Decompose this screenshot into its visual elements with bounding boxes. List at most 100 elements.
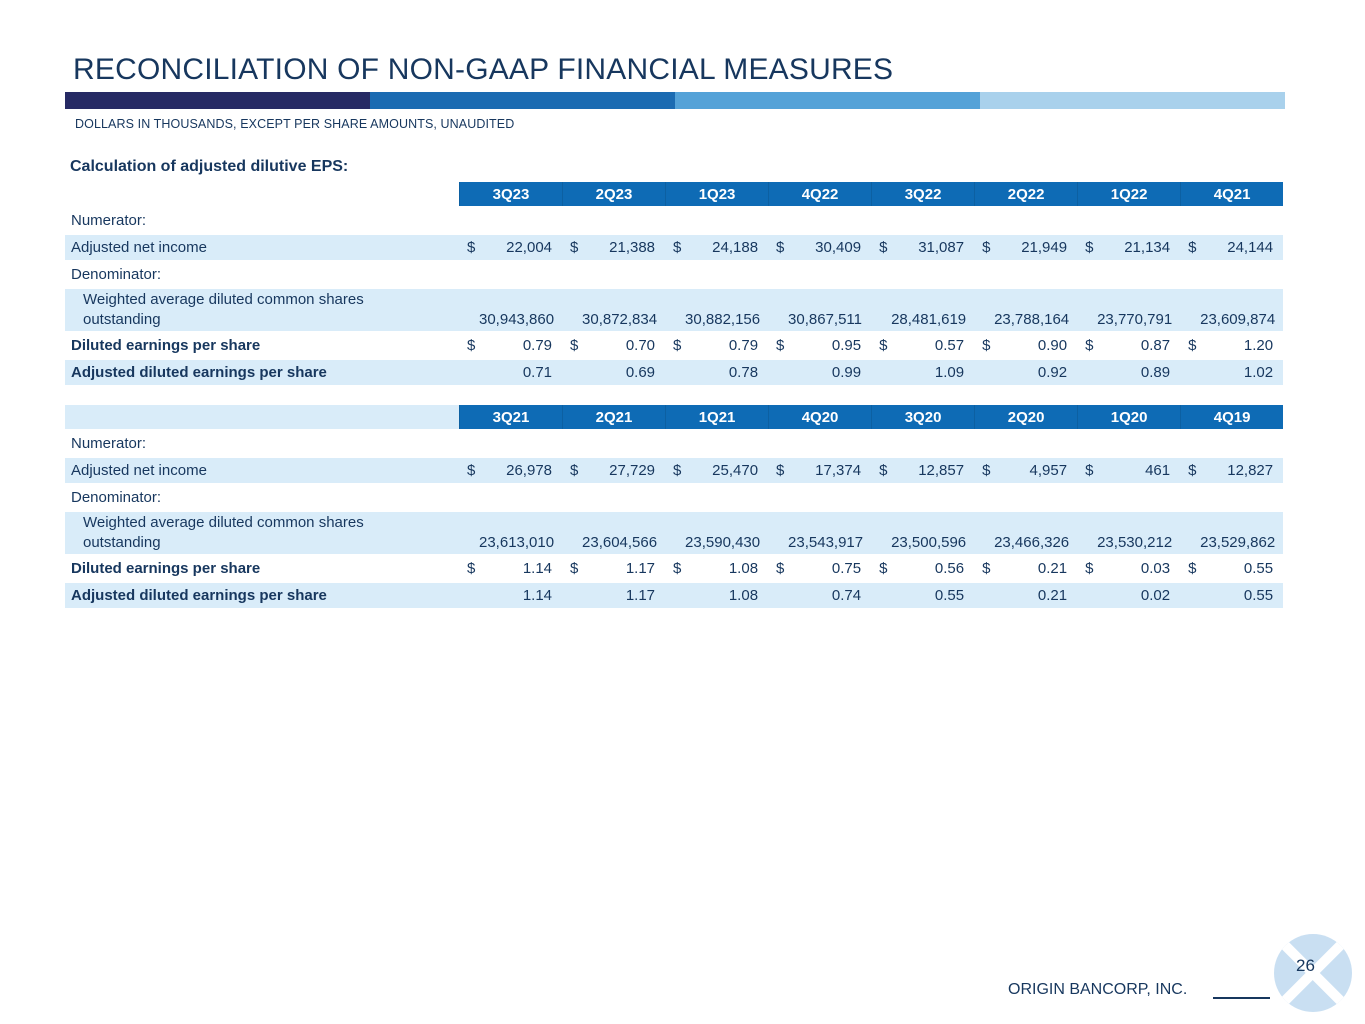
cell-value: 23,466,326 xyxy=(994,512,1078,554)
page-number: 26 xyxy=(1296,956,1315,975)
quarter-header: 2Q22 xyxy=(974,182,1078,206)
accent-bar-segment xyxy=(980,92,1285,109)
dollar-sign: $ xyxy=(459,556,479,581)
dollar-sign: $ xyxy=(459,235,479,260)
dollar-sign xyxy=(1180,512,1201,554)
dollar-sign: $ xyxy=(768,235,789,260)
quarter-header: 3Q20 xyxy=(871,405,975,429)
dollar-sign: $ xyxy=(974,333,995,358)
row-label: Adjusted net income xyxy=(65,458,459,483)
cell-value: 21,388 xyxy=(582,235,666,260)
cell-value: 31,087 xyxy=(891,235,975,260)
cell-value: 25,470 xyxy=(685,458,769,483)
quarter-header: 1Q23 xyxy=(665,182,769,206)
cell-value: 23,530,212 xyxy=(1097,512,1181,554)
dollar-sign: $ xyxy=(974,458,995,483)
table-row: Adjusted net income $22,004 $21,388 $24,188… xyxy=(65,235,1284,260)
quarter-header: 4Q22 xyxy=(768,182,872,206)
cell-value: 461 xyxy=(1097,458,1181,483)
table-row: Denominator: xyxy=(65,262,1284,287)
cell-value: 1.14 xyxy=(479,556,563,581)
dollar-sign: $ xyxy=(665,235,686,260)
dollar-sign xyxy=(562,360,583,385)
dollar-sign xyxy=(974,360,995,385)
dollar-sign xyxy=(768,583,789,608)
slide-title: RECONCILIATION OF NON-GAAP FINANCIAL MEA… xyxy=(73,53,894,86)
cell-value: 1.08 xyxy=(685,583,769,608)
cell-value: 1.14 xyxy=(479,583,563,608)
cell-value: 1.17 xyxy=(582,583,666,608)
dollar-sign xyxy=(1077,583,1098,608)
cell-value: 30,943,860 xyxy=(479,289,563,331)
quarter-header: 2Q20 xyxy=(974,405,1078,429)
dollar-sign: $ xyxy=(1077,333,1098,358)
dollar-sign: $ xyxy=(1077,556,1098,581)
dollar-sign xyxy=(459,583,479,608)
dollar-sign xyxy=(1180,289,1201,331)
accent-bar xyxy=(65,92,1285,109)
table-header-row: 3Q21 2Q21 1Q21 4Q20 3Q20 2Q20 1Q20 4Q19 xyxy=(65,405,1284,429)
header-left-spacer xyxy=(65,182,459,206)
cell-value: 23,770,791 xyxy=(1097,289,1181,331)
dollar-sign xyxy=(871,289,892,331)
dollar-sign: $ xyxy=(974,556,995,581)
cell-value: 30,409 xyxy=(788,235,872,260)
accent-bar-segment xyxy=(65,92,370,109)
dollar-sign: $ xyxy=(871,235,892,260)
dollar-sign xyxy=(768,512,789,554)
dollar-sign: $ xyxy=(562,333,583,358)
table-header-row: 3Q23 2Q23 1Q23 4Q22 3Q22 2Q22 1Q22 4Q21 xyxy=(65,182,1284,206)
origin-bancorp-logo xyxy=(1274,934,1352,1012)
table-row: Adjusted net income $26,978 $27,729 $25,470… xyxy=(65,458,1284,483)
cell-value: 0.95 xyxy=(788,333,872,358)
dollar-sign xyxy=(1180,360,1201,385)
cell-value: 0.57 xyxy=(891,333,975,358)
cell-value: 0.56 xyxy=(891,556,975,581)
cell-value: 0.71 xyxy=(479,360,563,385)
cell-value: 1.17 xyxy=(582,556,666,581)
cell-value: 0.89 xyxy=(1097,360,1181,385)
dollar-sign xyxy=(562,512,583,554)
cell-value: 0.03 xyxy=(1097,556,1181,581)
dollar-sign xyxy=(974,289,995,331)
dollar-sign xyxy=(768,360,789,385)
quarter-header: 1Q22 xyxy=(1077,182,1181,206)
cell-value: 12,857 xyxy=(891,458,975,483)
cell-value: 22,004 xyxy=(479,235,563,260)
table-row: Denominator: xyxy=(65,485,1284,510)
cell-value: 0.78 xyxy=(685,360,769,385)
cell-value: 24,188 xyxy=(685,235,769,260)
cell-value: 0.21 xyxy=(994,583,1078,608)
dollar-sign xyxy=(1180,583,1201,608)
row-label: Weighted average diluted common shares o… xyxy=(65,289,459,331)
dollar-sign xyxy=(459,512,479,554)
table-row: Diluted earnings per share $0.79 $0.70 $0.7… xyxy=(65,333,1284,358)
dollar-sign xyxy=(871,360,892,385)
dollar-sign: $ xyxy=(665,556,686,581)
row-label: Numerator: xyxy=(65,431,1284,456)
dollar-sign: $ xyxy=(871,458,892,483)
dollar-sign xyxy=(1077,360,1098,385)
cell-value: 30,882,156 xyxy=(685,289,769,331)
dollar-sign: $ xyxy=(562,556,583,581)
cell-value: 0.21 xyxy=(994,556,1078,581)
cell-value: 23,613,010 xyxy=(479,512,563,554)
dollar-sign: $ xyxy=(1077,235,1098,260)
dollar-sign xyxy=(665,583,686,608)
dollar-sign: $ xyxy=(665,333,686,358)
dollar-sign: $ xyxy=(1180,458,1201,483)
dollar-sign: $ xyxy=(665,458,686,483)
dollar-sign xyxy=(768,289,789,331)
dollar-sign xyxy=(562,289,583,331)
cell-value: 28,481,619 xyxy=(891,289,975,331)
quarter-header: 1Q20 xyxy=(1077,405,1181,429)
table-row: Diluted earnings per share $1.14 $1.17 $1.0… xyxy=(65,556,1284,581)
cell-value: 0.69 xyxy=(582,360,666,385)
table-row: Weighted average diluted common shares o… xyxy=(65,512,1284,554)
row-label: Adjusted net income xyxy=(65,235,459,260)
cell-value: 23,500,596 xyxy=(891,512,975,554)
cell-value: 21,949 xyxy=(994,235,1078,260)
cell-value: 4,957 xyxy=(994,458,1078,483)
dollar-sign: $ xyxy=(871,333,892,358)
dollar-sign: $ xyxy=(768,556,789,581)
